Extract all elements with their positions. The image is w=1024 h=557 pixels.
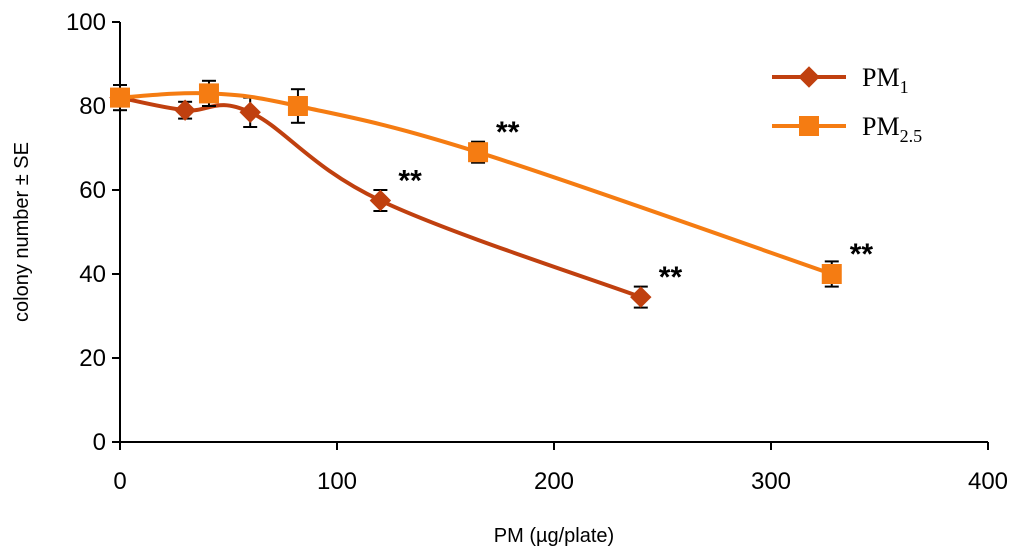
legend: PM1 PM2.5 (772, 63, 922, 146)
y-tick-label: 20 (79, 345, 106, 372)
significance-label: ** (850, 238, 874, 271)
axes (119, 22, 988, 443)
data-point-diamond (239, 101, 261, 124)
y-tick-label: 80 (79, 93, 106, 120)
series-line (119, 91, 833, 276)
y-tick-label: 60 (79, 177, 106, 204)
y-tick-label: 40 (79, 261, 106, 288)
data-point-diamond (174, 99, 196, 121)
y-tick-label: 100 (66, 9, 106, 36)
legend-item: PM2.5 (772, 112, 922, 146)
x-tick-label: 0 (113, 468, 126, 495)
x-tick-label: 100 (317, 468, 357, 495)
significance-label: ** (659, 261, 683, 294)
data-point-diamond (369, 189, 392, 212)
y-axis-title: colony number ± SE (11, 142, 33, 322)
legend-marker-diamond (798, 66, 820, 88)
significance-label: ** (496, 116, 520, 149)
x-tick-label: 300 (751, 468, 791, 495)
legend-marker-square (799, 116, 819, 136)
legend-item: PM1 (772, 63, 909, 97)
data-point-square (468, 142, 489, 163)
data-point-diamond (630, 286, 652, 308)
data-point-square (198, 83, 219, 104)
series-layer: ** ** ** ** (109, 79, 874, 309)
y-tick-label: 0 (93, 429, 106, 456)
significance-label: ** (398, 165, 422, 198)
data-point-square (287, 96, 308, 116)
ticks: 0 20 40 60 80 100 0 100 200 300 400 (66, 9, 1008, 495)
series-PM2.5: ** ** (110, 79, 874, 288)
legend-label: PM2.5 (862, 112, 922, 146)
x-tick-label: 200 (534, 468, 574, 495)
legend-label: PM1 (862, 63, 909, 97)
data-point-square (821, 264, 842, 284)
x-tick-label: 400 (968, 468, 1008, 495)
data-point-square (110, 87, 130, 108)
series-PM1: ** ** (109, 86, 683, 309)
x-axis-title: PM (µg/plate) (494, 525, 614, 547)
